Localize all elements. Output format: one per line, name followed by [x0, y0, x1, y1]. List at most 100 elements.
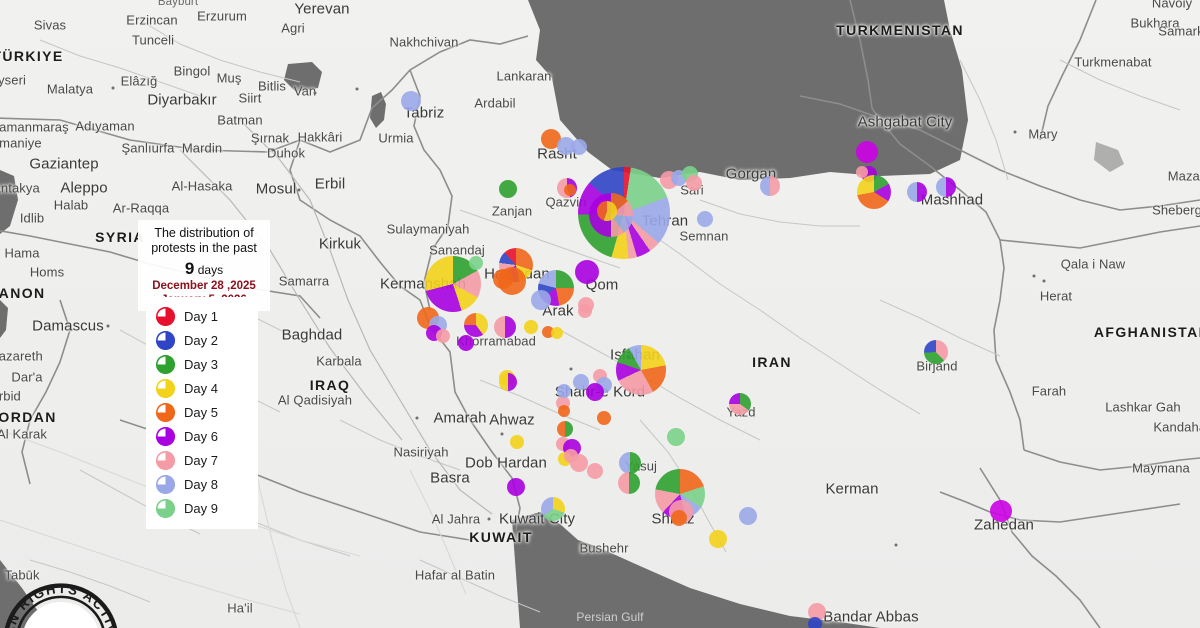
city-point-icon [487, 517, 491, 521]
water-bodies [0, 0, 1124, 628]
legend-panel[interactable]: Day 1 Day 2 Day 3 Day 4 Day 5 Day 6 Day 7 Day 8… [146, 297, 258, 529]
legend-item[interactable]: Day 4 [156, 376, 258, 400]
legend-item[interactable]: Day 3 [156, 352, 258, 376]
city-point-icon [894, 543, 898, 547]
city-point-icon [297, 188, 301, 192]
protest-pie-marker[interactable] [619, 452, 641, 474]
protest-pie-marker[interactable] [464, 313, 488, 337]
legend-item[interactable]: Day 9 [156, 496, 258, 520]
protest-pie-marker[interactable] [587, 463, 603, 479]
legend-pie-swatch-icon [156, 354, 175, 374]
protest-pie-marker[interactable] [557, 421, 573, 437]
legend-item[interactable]: Day 1 [156, 304, 258, 328]
city-point-icon [500, 432, 504, 436]
protest-pie-marker[interactable] [499, 180, 517, 198]
protest-pie-marker[interactable] [436, 329, 450, 343]
protest-pie-marker[interactable] [686, 175, 702, 191]
legend-title-line1: The distribution of [154, 226, 254, 240]
protest-pie-marker[interactable] [573, 374, 589, 390]
protest-pie-marker[interactable] [616, 345, 666, 395]
legend-item-label: Day 1 [184, 308, 218, 324]
legend-title-line2: protests in the past [151, 241, 257, 255]
legend-item-label: Day 6 [184, 428, 218, 444]
legend-item[interactable]: Day 6 [156, 424, 258, 448]
protest-pie-marker[interactable] [597, 201, 617, 221]
protest-pie-marker[interactable] [808, 617, 822, 628]
rivers [179, 119, 493, 515]
protest-pie-marker[interactable] [510, 435, 524, 449]
legend-pie-swatch-icon [156, 450, 175, 470]
protest-pie-marker[interactable] [557, 137, 575, 155]
legend-pie-swatch-icon [156, 402, 175, 422]
city-point-icon [1013, 130, 1017, 134]
protest-pie-marker[interactable] [557, 384, 571, 398]
legend-item[interactable]: Day 5 [156, 400, 258, 424]
protest-pie-marker[interactable] [570, 454, 588, 472]
protest-pie-marker[interactable] [907, 182, 927, 202]
protest-pie-marker[interactable] [597, 411, 611, 425]
city-point-icon [111, 86, 115, 90]
protest-pie-marker[interactable] [760, 176, 780, 196]
legend-pie-swatch-icon [156, 378, 175, 398]
protest-pie-marker[interactable] [524, 320, 538, 334]
protest-pie-marker[interactable] [564, 184, 576, 196]
protest-pie-marker[interactable] [531, 290, 551, 310]
legend-item[interactable]: Day 2 [156, 328, 258, 352]
protest-pie-marker[interactable] [924, 340, 948, 364]
protest-pie-marker[interactable] [618, 472, 640, 494]
city-point-icon [271, 148, 275, 152]
city-point-icon [569, 367, 573, 371]
protest-pie-marker[interactable] [541, 129, 561, 149]
protest-pie-marker[interactable] [729, 393, 751, 415]
legend-item-label: Day 8 [184, 476, 218, 492]
legend-item-label: Day 7 [184, 452, 218, 468]
protest-pie-marker[interactable] [990, 500, 1012, 522]
protest-pie-marker[interactable] [808, 603, 826, 621]
protest-pie-marker[interactable] [458, 335, 474, 351]
city-point-icon [864, 102, 868, 106]
protest-pie-marker[interactable] [856, 141, 878, 163]
protest-pie-marker[interactable] [401, 91, 421, 111]
protest-pie-marker[interactable] [575, 260, 599, 284]
city-point-icon [313, 91, 317, 95]
protest-pie-marker[interactable] [586, 383, 604, 401]
city-point-icon [415, 416, 419, 420]
legend-item-label: Day 2 [184, 332, 218, 348]
legend-item-label: Day 4 [184, 380, 218, 396]
protest-pie-marker[interactable] [571, 139, 587, 155]
legend-days-number: 9 [184, 259, 195, 278]
human-rights-activists-watermark: HUMAN RIGHTS ACTIVISTS [0, 578, 119, 628]
protest-pie-marker[interactable] [936, 177, 956, 197]
protest-pie-marker[interactable] [739, 507, 757, 525]
city-point-icon [355, 87, 359, 91]
legend-item[interactable]: Day 7 [156, 448, 258, 472]
legend-item-label: Day 3 [184, 356, 218, 372]
protest-pie-marker[interactable] [494, 316, 516, 338]
protest-pie-marker[interactable] [498, 267, 526, 295]
protest-pie-marker[interactable] [856, 166, 868, 178]
legend-pie-swatch-icon [156, 426, 175, 446]
protest-pie-marker[interactable] [709, 530, 727, 548]
protest-pie-marker[interactable] [499, 373, 517, 391]
legend-pie-swatch-icon [156, 498, 175, 518]
legend-pie-swatch-icon [156, 330, 175, 350]
protest-pie-marker[interactable] [671, 510, 687, 526]
protest-pie-marker[interactable] [578, 304, 592, 318]
protest-pie-marker[interactable] [857, 175, 891, 209]
protest-pie-marker[interactable] [697, 211, 713, 227]
protest-pie-marker[interactable] [469, 256, 483, 270]
legend-date-start: December 28 ,2025 [152, 280, 256, 292]
legend-title-panel: The distribution of protests in the past… [138, 220, 270, 311]
legend-days-row: 9 days [140, 259, 268, 279]
city-point-icon [1042, 279, 1046, 283]
protest-pie-marker[interactable] [507, 478, 525, 496]
protest-pie-marker[interactable] [551, 327, 563, 339]
legend-item-label: Day 9 [184, 500, 218, 516]
city-point-icon [106, 324, 110, 328]
legend-pie-swatch-icon [156, 474, 175, 494]
protest-pie-marker[interactable] [541, 497, 565, 521]
protest-pie-marker[interactable] [667, 428, 685, 446]
protest-pie-marker[interactable] [558, 405, 570, 417]
legend-item[interactable]: Day 8 [156, 472, 258, 496]
